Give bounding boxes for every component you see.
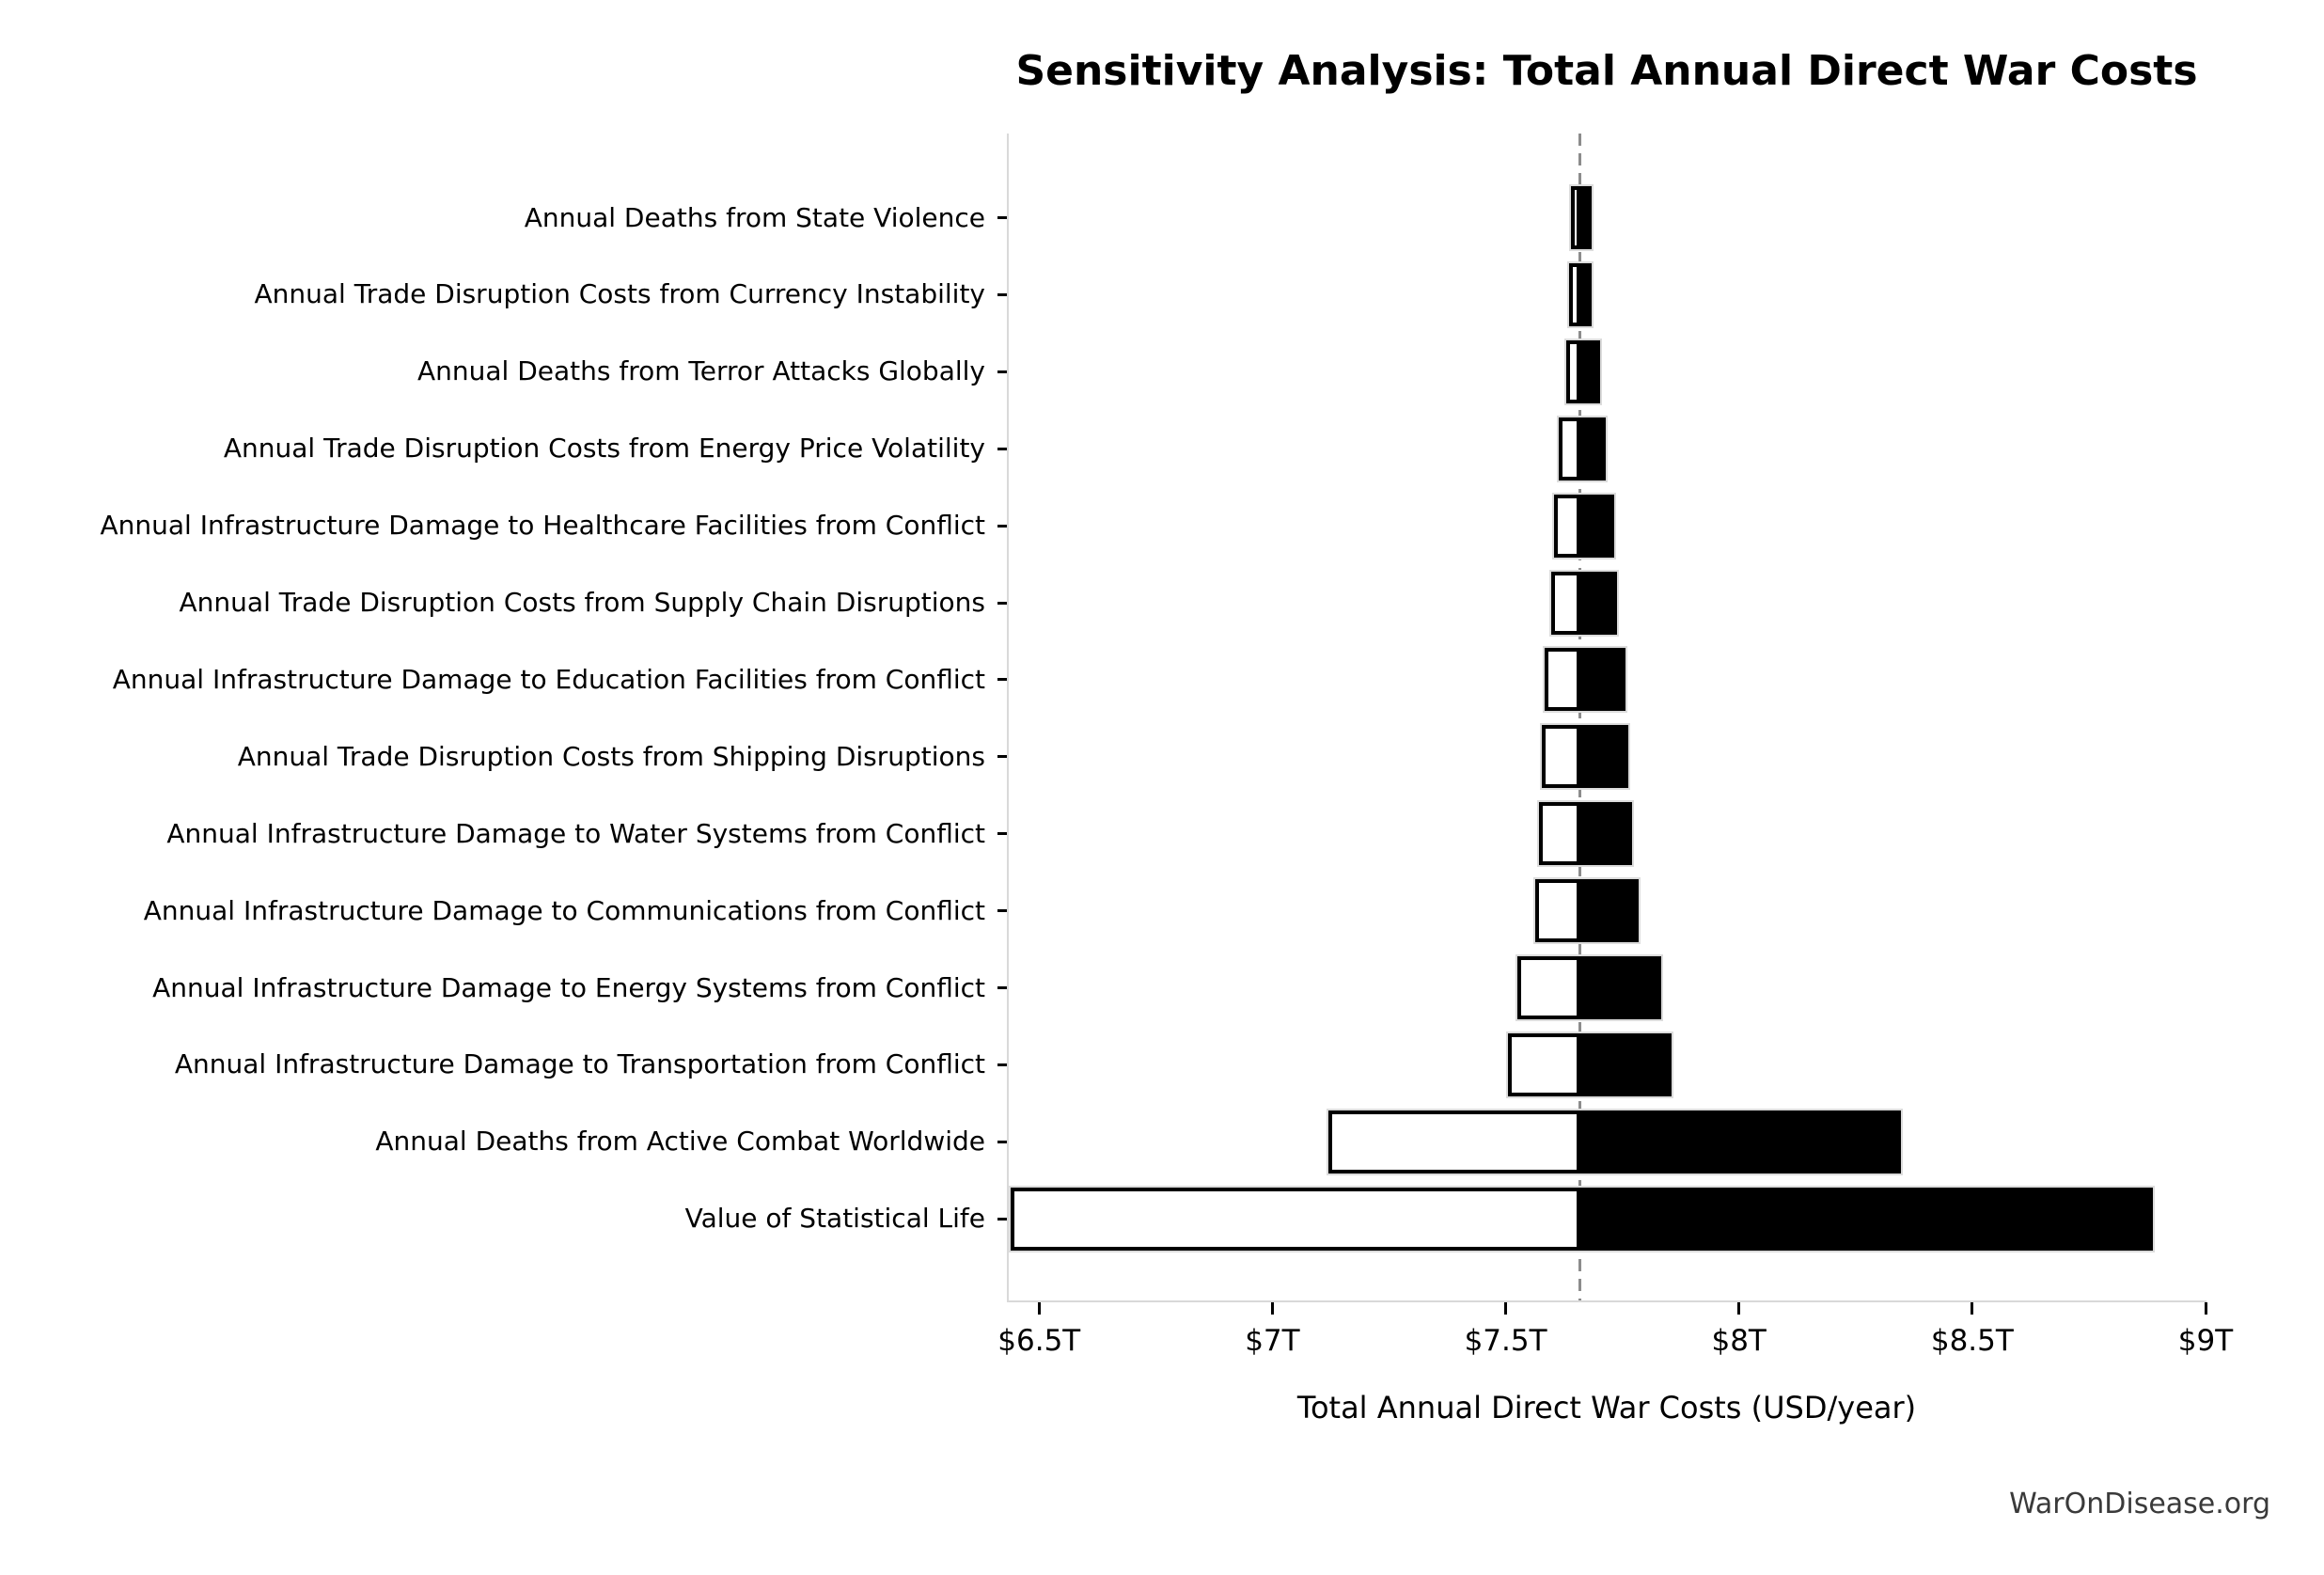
bar-low-segment xyxy=(1011,1187,1580,1251)
bar-low-segment xyxy=(1545,648,1580,712)
x-tick-mark xyxy=(1737,1302,1741,1315)
bar-high-segment xyxy=(1579,262,1592,326)
bar-high-segment xyxy=(1579,1032,1672,1096)
y-tick-mark xyxy=(997,447,1007,450)
x-tick-label: $8T xyxy=(1711,1324,1767,1358)
bar-high-segment xyxy=(1579,417,1607,480)
bar-high-segment xyxy=(1579,956,1662,1019)
watermark: WarOnDisease.org xyxy=(2009,1488,2270,1520)
tornado-bar xyxy=(1506,1031,1674,1098)
y-tick-label: Annual Infrastructure Damage to Energy S… xyxy=(152,971,985,1003)
bar-high-segment xyxy=(1579,802,1633,866)
y-tick-mark xyxy=(997,755,1007,759)
bar-high-segment xyxy=(1579,339,1600,403)
x-tick-mark xyxy=(1037,1302,1041,1315)
bar-high-segment xyxy=(1579,1110,1901,1173)
y-tick-label: Annual Infrastructure Damage to Educatio… xyxy=(112,663,985,695)
y-tick-label: Annual Deaths from State Violence xyxy=(524,201,985,233)
y-tick-label: Annual Infrastructure Damage to Transpor… xyxy=(174,1048,985,1080)
x-tick-mark xyxy=(2204,1302,2207,1315)
x-tick-mark xyxy=(1270,1302,1274,1315)
x-tick-label: $6.5T xyxy=(997,1324,1081,1358)
bar-low-segment xyxy=(1571,186,1580,249)
bar-low-segment xyxy=(1539,802,1580,866)
y-tick-mark xyxy=(997,292,1007,296)
y-tick-mark xyxy=(997,524,1007,528)
chart-title: Sensitivity Analysis: Total Annual Direc… xyxy=(1015,47,2198,95)
x-tick-label: $7T xyxy=(1245,1324,1300,1358)
bar-high-segment xyxy=(1579,494,1615,558)
bar-low-segment xyxy=(1559,417,1580,480)
tornado-bar xyxy=(1326,1108,1903,1175)
bar-low-segment xyxy=(1535,879,1580,943)
tornado-bar xyxy=(1009,1185,2155,1252)
bar-high-segment xyxy=(1579,648,1626,712)
y-tick-label: Annual Infrastructure Damage to Water Sy… xyxy=(166,817,985,849)
bar-high-segment xyxy=(1579,571,1618,635)
bar-high-segment xyxy=(1579,879,1639,943)
y-tick-label: Annual Infrastructure Damage to Healthca… xyxy=(100,510,986,542)
x-axis-label: Total Annual Direct War Costs (USD/year) xyxy=(1296,1390,1917,1425)
y-tick-label: Annual Trade Disruption Costs from Energ… xyxy=(223,433,985,465)
x-tick-mark xyxy=(1971,1302,1974,1315)
x-tick-label: $7.5T xyxy=(1464,1324,1547,1358)
y-tick-mark xyxy=(997,909,1007,913)
y-tick-label: Value of Statistical Life xyxy=(684,1203,985,1235)
y-tick-label: Annual Infrastructure Damage to Communic… xyxy=(143,894,985,926)
y-tick-mark xyxy=(997,1063,1007,1066)
bar-low-segment xyxy=(1569,262,1580,326)
tornado-bar xyxy=(1569,184,1594,251)
y-tick-label: Annual Trade Disruption Costs from Suppl… xyxy=(179,587,985,618)
y-axis-spine xyxy=(1007,134,1009,1302)
bar-low-segment xyxy=(1542,725,1580,789)
y-tick-mark xyxy=(997,601,1007,605)
tornado-bar xyxy=(1533,877,1641,945)
y-tick-label: Annual Deaths from Terror Attacks Global… xyxy=(416,355,985,387)
y-tick-mark xyxy=(997,986,1007,989)
tornado-bar xyxy=(1543,646,1628,714)
y-tick-mark xyxy=(997,1217,1007,1221)
tornado-bar xyxy=(1540,723,1631,791)
bar-low-segment xyxy=(1516,956,1580,1019)
y-tick-mark xyxy=(997,832,1007,836)
y-tick-mark xyxy=(997,678,1007,682)
tornado-bar xyxy=(1564,338,1602,405)
x-tick-label: $8.5T xyxy=(1930,1324,2014,1358)
y-tick-mark xyxy=(997,1140,1007,1143)
x-tick-label: $9T xyxy=(2177,1324,2234,1358)
tornado-bar xyxy=(1537,800,1635,868)
y-tick-label: Annual Trade Disruption Costs from Curre… xyxy=(254,278,985,310)
bar-low-segment xyxy=(1554,494,1580,558)
bar-high-segment xyxy=(1579,1187,2153,1251)
y-tick-mark xyxy=(997,216,1007,219)
bar-low-segment xyxy=(1508,1032,1580,1096)
tornado-bar xyxy=(1557,415,1609,482)
y-tick-mark xyxy=(997,370,1007,373)
bar-low-segment xyxy=(1566,339,1580,403)
bar-high-segment xyxy=(1579,725,1629,789)
x-axis-spine xyxy=(1007,1300,2206,1302)
bar-high-segment xyxy=(1579,186,1592,249)
baseline-dashed-line xyxy=(1578,134,1582,1300)
tornado-bar xyxy=(1567,260,1594,328)
tornado-bar xyxy=(1552,492,1617,559)
tornado-bar xyxy=(1549,569,1620,637)
bar-low-segment xyxy=(1551,571,1580,635)
x-tick-mark xyxy=(1504,1302,1508,1315)
y-tick-label: Annual Trade Disruption Costs from Shipp… xyxy=(237,740,985,772)
bar-low-segment xyxy=(1327,1110,1580,1173)
y-tick-label: Annual Deaths from Active Combat Worldwi… xyxy=(375,1126,985,1158)
tornado-bar xyxy=(1515,954,1664,1021)
